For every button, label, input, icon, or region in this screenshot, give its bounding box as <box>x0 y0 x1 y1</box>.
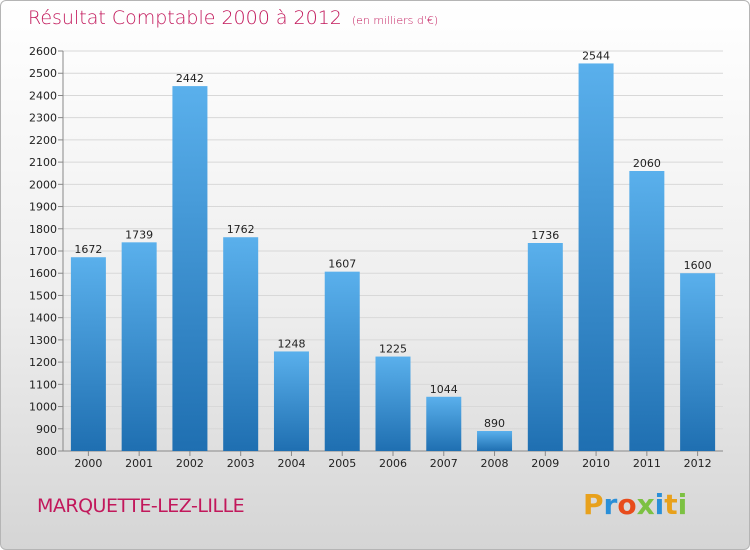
bar-2009 <box>527 243 563 451</box>
x-tick-label-2002: 2002 <box>176 457 204 470</box>
y-tick-label: 1500 <box>29 289 57 302</box>
value-label-2009: 1736 <box>531 229 559 242</box>
value-label-2012: 1600 <box>684 259 712 272</box>
value-label-2007: 1044 <box>430 383 458 396</box>
y-tick-label: 2000 <box>29 178 57 191</box>
x-tick-label-2004: 2004 <box>277 457 305 470</box>
y-tick-label: 1600 <box>29 267 57 280</box>
y-tick-label: 1700 <box>29 245 57 258</box>
y-tick-label: 1000 <box>29 401 57 414</box>
y-tick-label: 1800 <box>29 223 57 236</box>
title-text: Résultat Comptable 2000 à 2012 <box>28 7 342 29</box>
value-label-2000: 1672 <box>74 243 102 256</box>
x-tick-label-2001: 2001 <box>125 457 153 470</box>
city-name: MARQUETTE-LEZ-LILLE <box>37 495 245 517</box>
x-tick-label-2011: 2011 <box>633 457 661 470</box>
y-tick-label: 900 <box>36 423 57 436</box>
y-tick-label: 1300 <box>29 334 57 347</box>
logo-letter: o <box>617 488 637 521</box>
logo-letter: r <box>603 488 618 521</box>
x-tick-label-2003: 2003 <box>227 457 255 470</box>
x-tick-label-2007: 2007 <box>430 457 458 470</box>
chart-subtitle: (en milliers d'€) <box>351 14 439 27</box>
bar-2008 <box>477 431 513 451</box>
logo-letter: i <box>677 488 688 521</box>
y-tick-label: 800 <box>36 445 57 458</box>
x-tick-label-2008: 2008 <box>481 457 509 470</box>
value-label-2003: 1762 <box>227 223 255 236</box>
y-tick-label: 2500 <box>29 67 57 80</box>
bar-2002 <box>172 86 208 451</box>
value-label-2005: 1607 <box>328 258 356 271</box>
value-label-2006: 1225 <box>379 343 407 356</box>
value-label-2011: 2060 <box>633 157 661 170</box>
logo-letter: x <box>636 488 655 521</box>
y-tick-label: 1900 <box>29 201 57 214</box>
bar-2000 <box>70 257 106 451</box>
bars <box>70 63 716 451</box>
chart-title: Résultat Comptable 2000 à 2012 (en millie… <box>28 7 438 29</box>
bar-2007 <box>426 396 462 451</box>
bar-2003 <box>223 237 259 451</box>
y-tick-label: 2100 <box>29 156 57 169</box>
bar-2011 <box>629 171 665 451</box>
value-label-2002: 2442 <box>176 72 204 85</box>
logo-letter: t <box>664 488 678 521</box>
value-label-2004: 1248 <box>277 337 305 350</box>
y-tick-label: 2400 <box>29 89 57 102</box>
x-tick-label-2005: 2005 <box>328 457 356 470</box>
x-tick-label-2009: 2009 <box>531 457 559 470</box>
x-tick-label-2010: 2010 <box>582 457 610 470</box>
value-label-2001: 1739 <box>125 228 153 241</box>
value-label-2010: 2544 <box>582 49 610 62</box>
y-tick-label: 2200 <box>29 134 57 147</box>
x-tick-label-2012: 2012 <box>684 457 712 470</box>
value-label-2008: 890 <box>484 417 505 430</box>
bar-2012 <box>680 273 716 451</box>
y-tick-label: 1200 <box>29 356 57 369</box>
bar-2001 <box>121 242 157 451</box>
logo-letter: P <box>583 488 604 521</box>
y-tick-label: 1400 <box>29 312 57 325</box>
y-tick-label: 2300 <box>29 112 57 125</box>
bar-2004 <box>273 351 309 451</box>
logo-letter: i <box>654 488 665 521</box>
bar-2010 <box>578 63 614 451</box>
x-tick-label-2000: 2000 <box>74 457 102 470</box>
y-tick-label: 1100 <box>29 378 57 391</box>
x-tick-label-2006: 2006 <box>379 457 407 470</box>
proxiti-logo: Proxiti <box>583 488 687 521</box>
labels: 800 900 1000 1100 1200 1300 1400 1500 1600 1700 18… <box>29 45 712 470</box>
bar-2006 <box>375 356 411 451</box>
y-tick-label: 2600 <box>29 45 57 58</box>
bar-2005 <box>324 271 360 451</box>
